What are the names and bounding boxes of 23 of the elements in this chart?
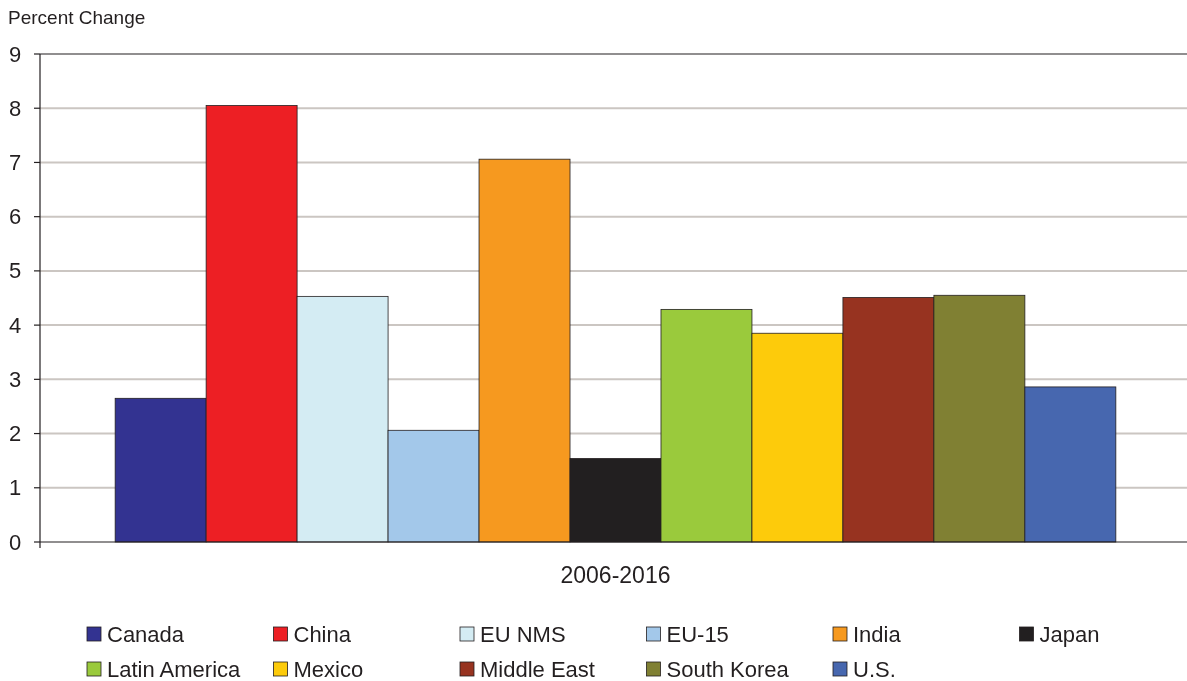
legend-label: Japan: [1039, 621, 1100, 647]
y-tick-label: 6: [8, 204, 22, 230]
y-tick-label: 5: [8, 258, 22, 284]
y-axis-title: Percent Change: [8, 7, 146, 28]
y-tick-label: 4: [8, 312, 22, 338]
legend-label: Canada: [107, 621, 185, 647]
legend-label: Latin America: [107, 656, 242, 681]
legend-label: EU NMS: [480, 621, 566, 647]
y-tick-label: 7: [8, 149, 22, 175]
y-tick-label: 3: [8, 366, 22, 392]
x-tick-label: 2006-2016: [560, 562, 671, 588]
y-tick-label: 0: [8, 529, 22, 555]
legend-label: Mexico: [293, 656, 364, 681]
legend-label: U.S.: [853, 656, 896, 681]
legend-label: China: [293, 621, 352, 647]
y-tick-label: 1: [8, 475, 22, 501]
legend-label: EU-15: [666, 621, 729, 647]
legend-label: India: [853, 621, 902, 647]
legend-label: Middle East: [480, 656, 595, 681]
y-tick-label: 9: [8, 41, 22, 67]
y-tick-label: 8: [8, 95, 22, 121]
y-tick-label: 2: [8, 421, 22, 447]
legend-label: South Korea: [666, 656, 790, 681]
